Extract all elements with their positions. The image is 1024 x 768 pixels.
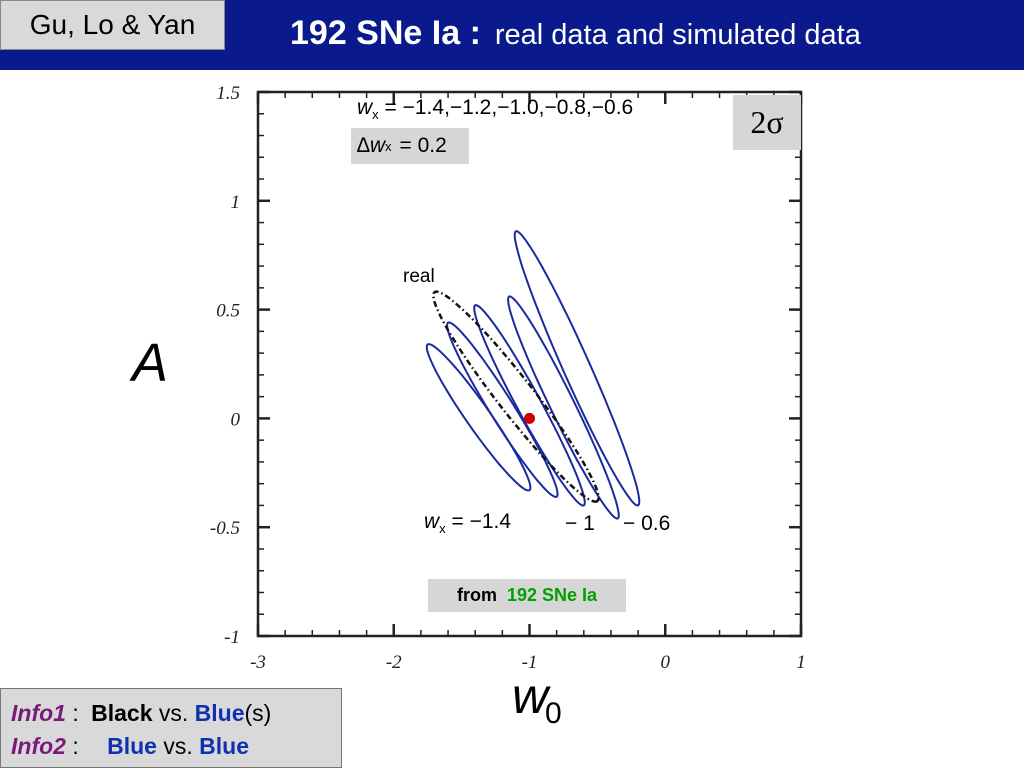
source-from: from xyxy=(456,585,497,605)
y-tick-label: 1.5 xyxy=(216,83,240,104)
simulated-contour xyxy=(513,230,641,507)
y-tick-label: -0.5 xyxy=(210,518,240,539)
delta-wx-letter: ∆w xyxy=(357,134,386,157)
author-box: Gu, Lo & Yan xyxy=(0,0,225,50)
y-tick-label: -1 xyxy=(224,627,240,648)
real-point-marker xyxy=(524,412,535,424)
info1-blue: Blue xyxy=(194,700,245,726)
info1-black: Black xyxy=(91,700,153,726)
plot-axes xyxy=(256,90,803,638)
info1-row: Info1 : Black vs. Blue(s) xyxy=(11,697,341,730)
x-tick-label: -2 xyxy=(386,652,402,673)
sigma-label: 2σ xyxy=(750,104,784,140)
info2-label: Info2 xyxy=(11,733,66,759)
wx-bottom-label: wx = −1.4 xyxy=(424,510,511,536)
contour-chart: -3 -2 -1 0 1 -1 -0.5 0 0.5 1 1.5 xyxy=(210,83,806,673)
wx-bottom-sub: x xyxy=(439,521,446,537)
info2-row: Info2 : Blue vs. Blue xyxy=(11,730,341,763)
x-tick-label: 1 xyxy=(796,652,806,673)
contour-group xyxy=(425,230,641,520)
y-tick-label: 0 xyxy=(231,409,241,430)
delta-wx-sub: x xyxy=(385,138,392,154)
x-tick-label: -1 xyxy=(522,652,538,673)
label-minus-0-6: − 0.6 xyxy=(623,512,671,535)
info2-blue-2: Blue xyxy=(199,733,249,759)
wx-bottom-letter: w xyxy=(424,510,440,533)
source-box: from 192 SNe Ia xyxy=(428,579,626,612)
y-axis-title-text: A xyxy=(131,332,169,393)
y-tick-label: 0.5 xyxy=(216,301,240,322)
x-tick-label: -3 xyxy=(250,652,266,673)
real-label: real xyxy=(403,266,435,287)
simulated-contour xyxy=(473,304,586,507)
delta-wx-box: ∆w x = 0.2 xyxy=(351,128,469,164)
label-minus-1: − 1 xyxy=(565,512,595,535)
y-axis-title: A xyxy=(122,300,178,425)
wx-letter: w xyxy=(357,96,373,119)
info2-vs: vs. xyxy=(163,733,193,759)
wx-bottom-value: = −1.4 xyxy=(451,510,512,533)
authors-text: Gu, Lo & Yan xyxy=(29,9,196,40)
real-data-contour xyxy=(432,290,600,503)
simulated-contour xyxy=(507,295,620,520)
wx-values: = −1.4,−1.2,−1.0,−0.8,−0.6 xyxy=(384,96,634,119)
slide-title: 192 SNe Ia : real data and simulated data xyxy=(290,14,861,53)
x-axis-title: w 0 xyxy=(500,668,580,760)
delta-wx-value: = 0.2 xyxy=(399,134,447,157)
wx-sub: x xyxy=(372,107,379,123)
tick-labels: -3 -2 -1 0 1 -1 -0.5 0 0.5 1 1.5 xyxy=(210,83,806,673)
info1-vs: vs. xyxy=(158,700,189,726)
x-axis-title-sub: 0 xyxy=(545,697,562,730)
info2-sep: : xyxy=(72,733,79,759)
info1-label: Info1 xyxy=(11,700,66,726)
source-name: 192 SNe Ia xyxy=(506,585,598,605)
sigma-box: 2σ xyxy=(733,95,801,150)
x-tick-label: 0 xyxy=(661,652,671,673)
y-tick-label: 1 xyxy=(231,192,241,213)
info1-sep: : xyxy=(72,700,79,726)
wx-list-label: wx = −1.4,−1.2,−1.0,−0.8,−0.6 xyxy=(357,96,633,122)
info-box: Info1 : Black vs. Blue(s) Info2 : Blue v… xyxy=(0,688,342,768)
title-rest: real data and simulated data xyxy=(494,19,861,51)
title-bold: 192 SNe Ia : xyxy=(290,14,481,52)
simulated-contour xyxy=(446,321,559,499)
x-axis-title-letter: w xyxy=(512,668,549,724)
info2-blue-1: Blue xyxy=(107,733,157,759)
info1-s: (s) xyxy=(244,700,272,726)
plot-area: -3 -2 -1 0 1 -1 -0.5 0 0.5 1 1.5 xyxy=(125,78,840,683)
